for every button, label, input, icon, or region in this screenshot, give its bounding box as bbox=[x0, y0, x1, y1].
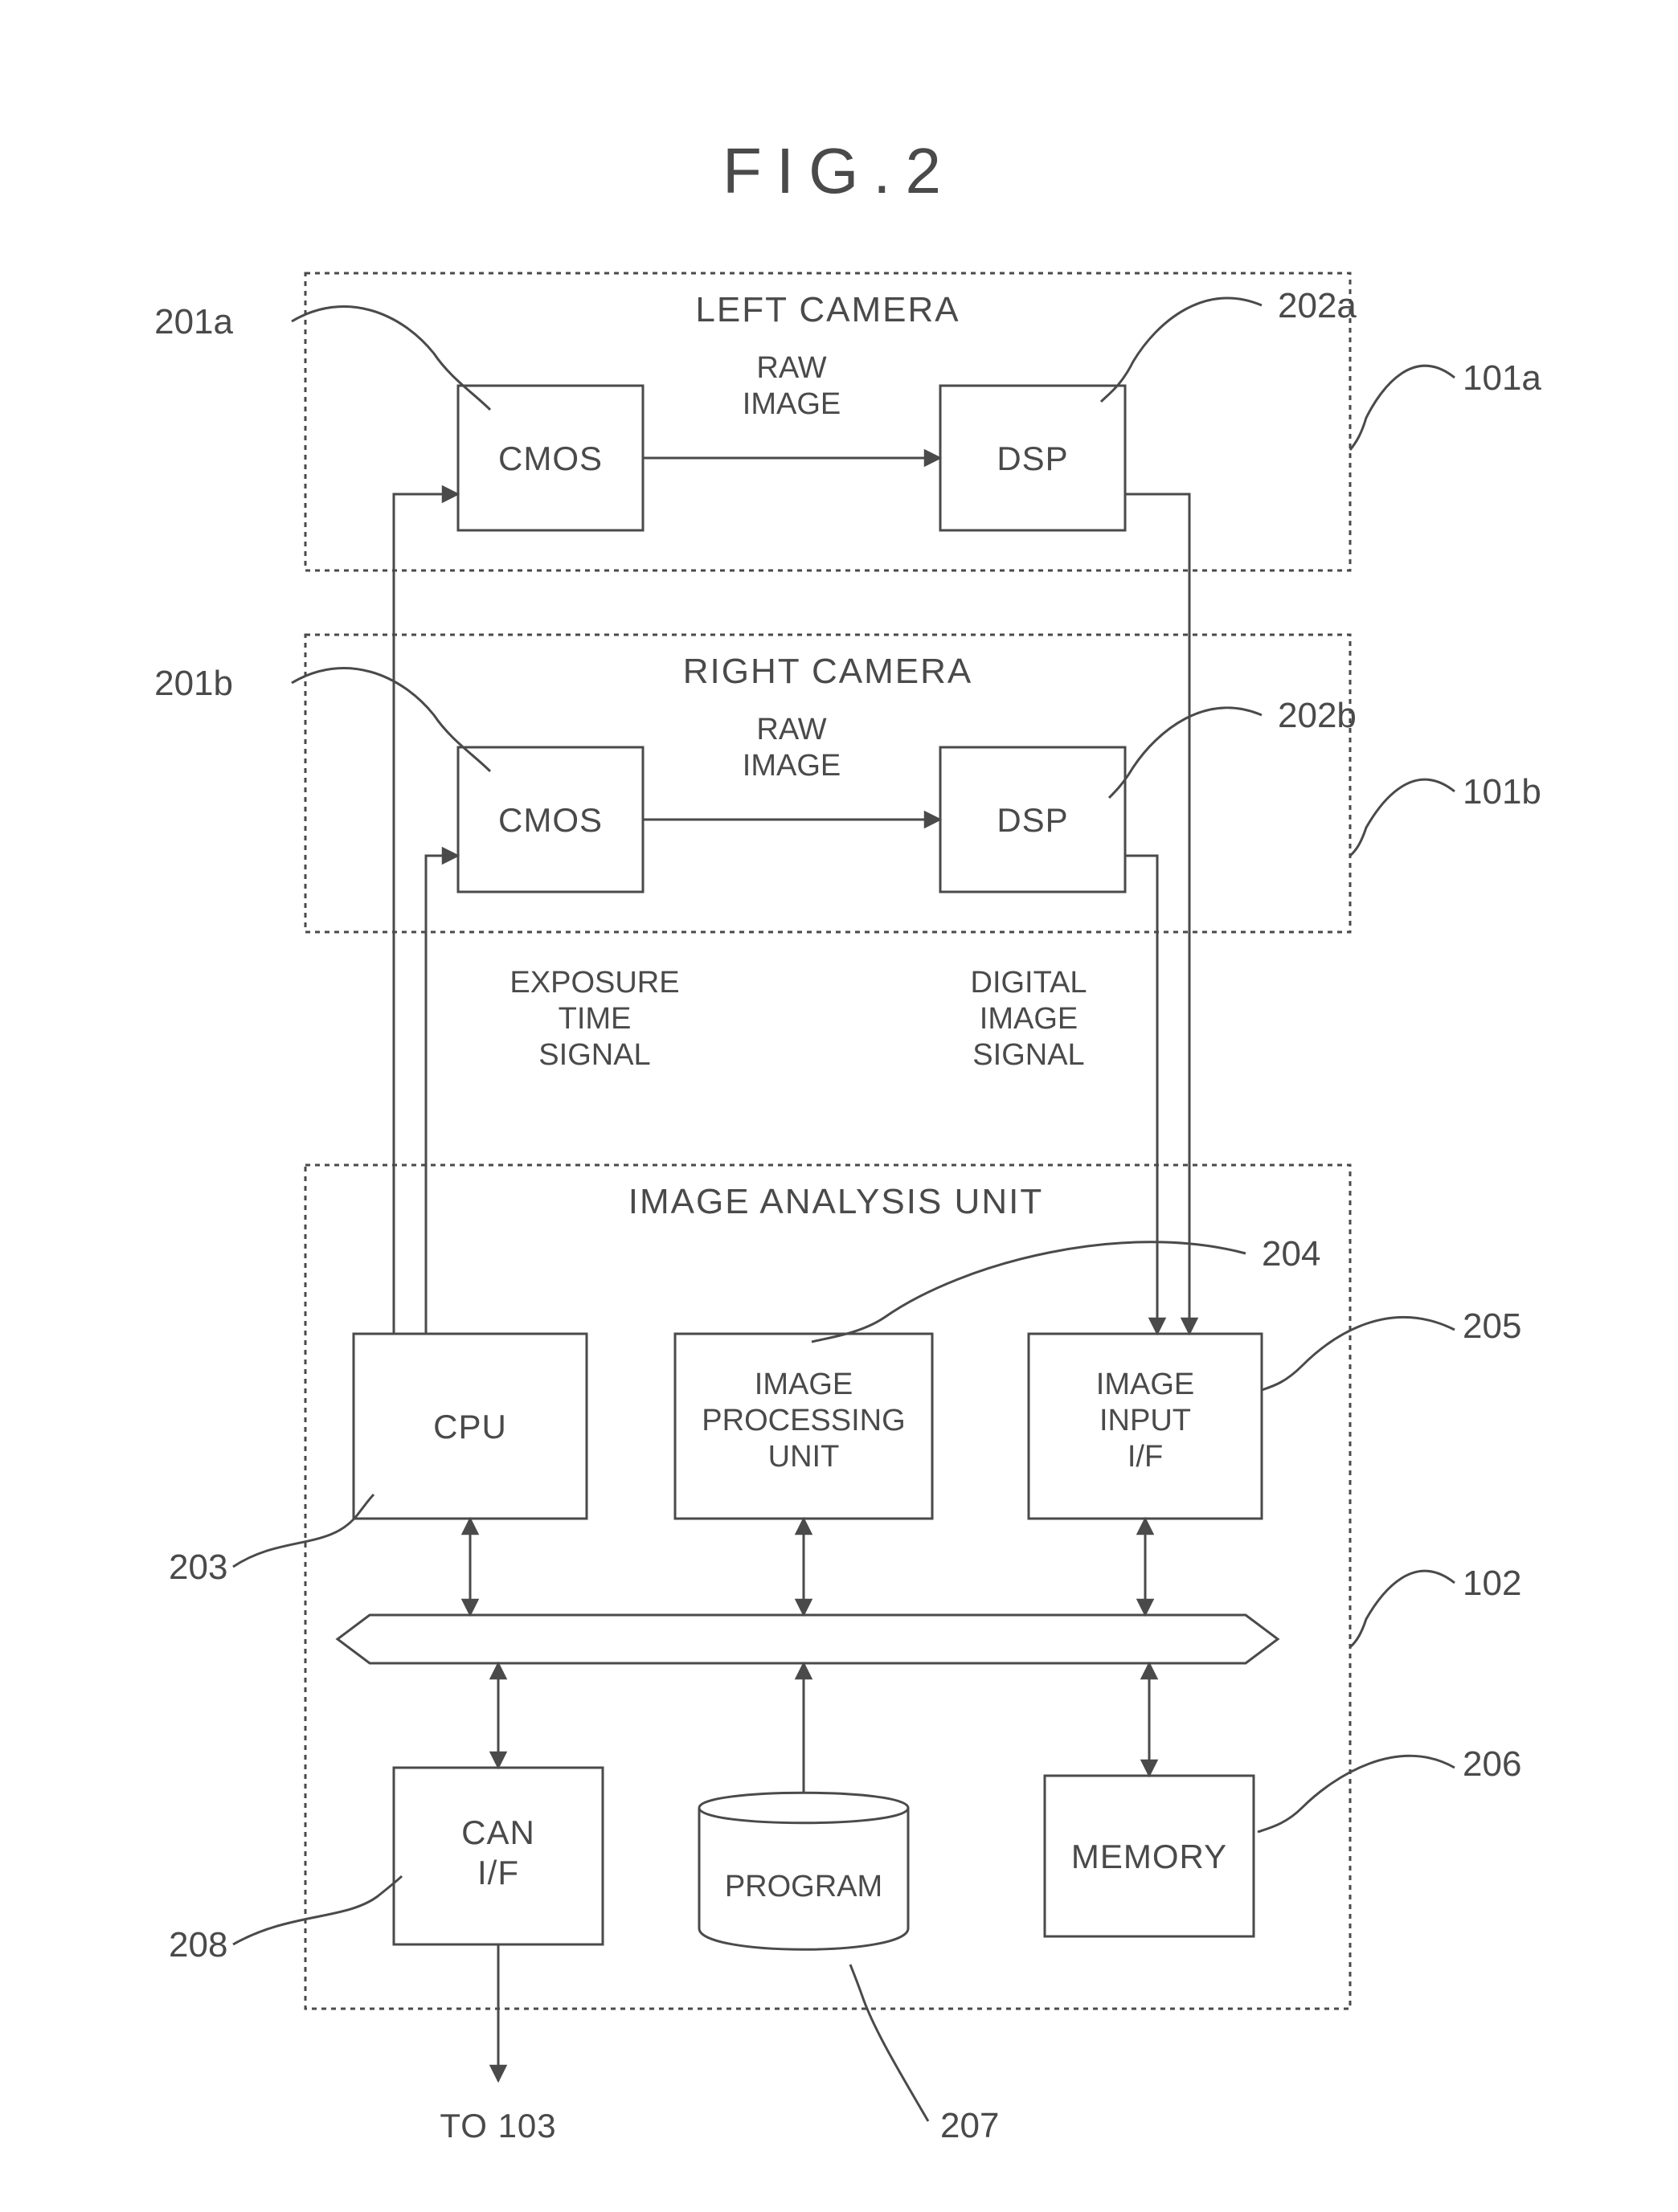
dsp-202a-label: DSP bbox=[997, 440, 1068, 477]
ref-101a: 101a bbox=[1350, 358, 1541, 450]
image-analysis-unit: IMAGE ANALYSIS UNIT CPU IMAGE PROCESSING… bbox=[305, 1165, 1350, 2009]
figure-title: FIG.2 bbox=[722, 135, 956, 206]
svg-text:INPUT: INPUT bbox=[1099, 1404, 1191, 1437]
exposure-label-2: TIME bbox=[559, 1002, 632, 1036]
svg-text:204: 204 bbox=[1262, 1234, 1320, 1274]
line-dsp-b-to-imginput bbox=[1125, 856, 1157, 1334]
digital-label-3: SIGNAL bbox=[972, 1038, 1084, 1072]
ref-202a: 202a bbox=[1101, 286, 1357, 402]
image-processing-unit-204: IMAGE PROCESSING UNIT bbox=[675, 1334, 932, 1519]
svg-text:IMAGE: IMAGE bbox=[1096, 1368, 1194, 1401]
analysis-title: IMAGE ANALYSIS UNIT bbox=[628, 1182, 1043, 1221]
svg-text:UNIT: UNIT bbox=[768, 1440, 840, 1474]
right-camera-title: RIGHT CAMERA bbox=[683, 652, 973, 691]
svg-text:IMAGE: IMAGE bbox=[755, 1368, 853, 1401]
cmos-201a-label: CMOS bbox=[498, 440, 603, 477]
digital-label-1: DIGITAL bbox=[971, 966, 1087, 1000]
svg-text:203: 203 bbox=[169, 1548, 227, 1587]
ref-203: 203 bbox=[169, 1494, 374, 1587]
svg-text:CAN: CAN bbox=[461, 1813, 535, 1851]
left-camera-block: LEFT CAMERA CMOS DSP RAW IMAGE bbox=[305, 273, 1350, 570]
cmos-201b-label: CMOS bbox=[498, 801, 603, 839]
left-camera-title: LEFT CAMERA bbox=[695, 290, 960, 329]
ref-205: 205 bbox=[1262, 1306, 1521, 1390]
line-cpu-to-cmos-b bbox=[426, 856, 458, 1334]
exposure-label-1: EXPOSURE bbox=[510, 966, 679, 1000]
svg-text:206: 206 bbox=[1463, 1744, 1521, 1784]
dsp-202b: DSP bbox=[940, 747, 1125, 892]
figure-2-block-diagram: FIG.2 LEFT CAMERA CMOS DSP RAW IMAGE 201… bbox=[0, 0, 1678, 2212]
ref-201b: 201b bbox=[154, 664, 490, 771]
digital-label-2: IMAGE bbox=[980, 1002, 1078, 1036]
cmos-201b: CMOS bbox=[458, 747, 643, 892]
svg-text:PROCESSING: PROCESSING bbox=[702, 1404, 905, 1437]
svg-text:207: 207 bbox=[940, 2106, 999, 2145]
svg-text:208: 208 bbox=[169, 1925, 227, 1965]
to-103-label: TO 103 bbox=[440, 2107, 556, 2145]
svg-text:101b: 101b bbox=[1463, 772, 1541, 812]
image-input-if-205: IMAGE INPUT I/F bbox=[1029, 1334, 1262, 1519]
cpu-label: CPU bbox=[433, 1408, 507, 1445]
svg-text:201b: 201b bbox=[154, 664, 233, 703]
ref-207: 207 bbox=[850, 1965, 999, 2145]
svg-text:101a: 101a bbox=[1463, 358, 1541, 398]
bus bbox=[338, 1615, 1278, 1663]
ref-206: 206 bbox=[1258, 1744, 1521, 1832]
ref-202b: 202b bbox=[1109, 696, 1357, 798]
cpu-203: CPU bbox=[354, 1334, 587, 1519]
svg-text:PROGRAM: PROGRAM bbox=[725, 1870, 882, 1903]
svg-text:I/F: I/F bbox=[1128, 1440, 1163, 1474]
ref-201a: 201a bbox=[154, 302, 490, 410]
svg-text:202a: 202a bbox=[1278, 286, 1357, 325]
ref-101b: 101b bbox=[1350, 772, 1541, 856]
cmos-201a: CMOS bbox=[458, 386, 643, 530]
memory-206: MEMORY bbox=[1045, 1776, 1254, 1936]
raw-image-a-1: RAW bbox=[756, 351, 826, 385]
svg-text:MEMORY: MEMORY bbox=[1071, 1838, 1227, 1875]
ref-208: 208 bbox=[169, 1876, 402, 1965]
ref-102: 102 bbox=[1350, 1564, 1521, 1647]
raw-image-b-2: IMAGE bbox=[743, 749, 841, 783]
dsp-202b-label: DSP bbox=[997, 801, 1068, 839]
right-camera-block: RIGHT CAMERA CMOS DSP RAW IMAGE bbox=[305, 635, 1350, 932]
program-207: PROGRAM bbox=[699, 1793, 908, 1949]
dsp-202a: DSP bbox=[940, 386, 1125, 530]
svg-text:I/F: I/F bbox=[477, 1854, 519, 1891]
raw-image-a-2: IMAGE bbox=[743, 387, 841, 421]
svg-text:201a: 201a bbox=[154, 302, 233, 341]
exposure-label-3: SIGNAL bbox=[538, 1038, 650, 1072]
svg-text:102: 102 bbox=[1463, 1564, 1521, 1603]
ref-204: 204 bbox=[812, 1234, 1320, 1342]
svg-text:205: 205 bbox=[1463, 1306, 1521, 1346]
can-if-208: CAN I/F bbox=[394, 1768, 603, 1944]
raw-image-b-1: RAW bbox=[756, 713, 826, 746]
svg-text:202b: 202b bbox=[1278, 696, 1357, 735]
